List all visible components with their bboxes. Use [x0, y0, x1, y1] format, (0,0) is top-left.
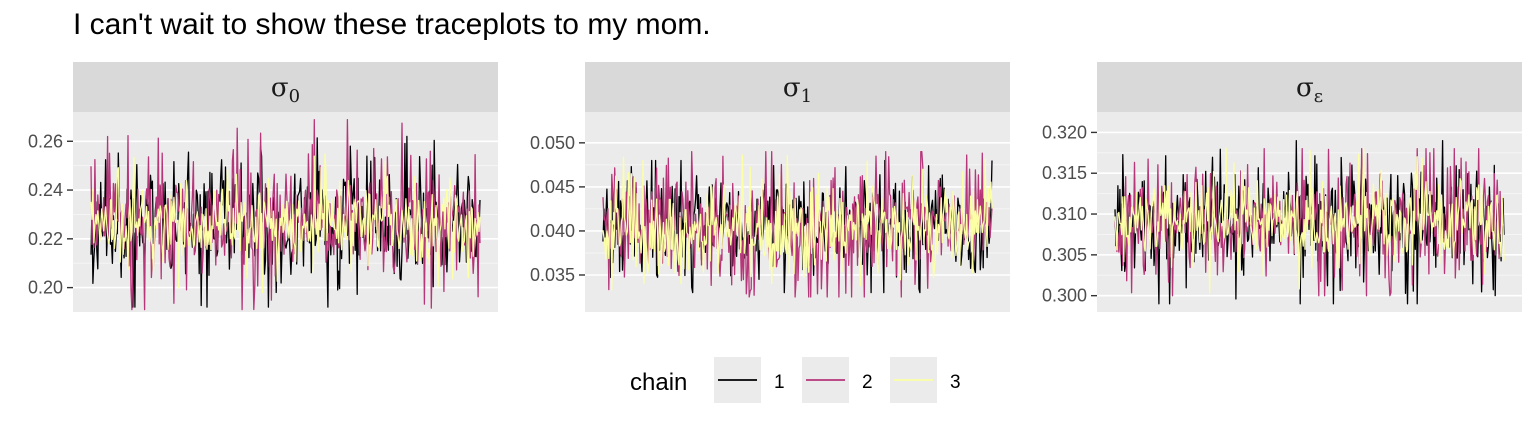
legend-title: chain: [630, 369, 687, 396]
legend-label: 3: [950, 372, 961, 393]
y-tick-label: 0.045: [530, 177, 575, 197]
y-tick-label: 0.305: [1042, 245, 1087, 265]
facet-strip: [73, 62, 498, 112]
y-tick-label: 0.315: [1042, 163, 1087, 183]
facet-strip-label: σε: [1296, 73, 1323, 107]
facet-panel-1: σ1 0.035 0.040 0.045 0.050: [530, 62, 1010, 312]
trace-chain-3: [1114, 147, 1505, 294]
chart-title: I can't wait to show these traceplots to…: [73, 8, 711, 41]
facet-strip: [1097, 62, 1522, 112]
y-tick-label: 0.310: [1042, 204, 1087, 224]
trace-chain-3: [602, 154, 993, 291]
y-tick-label: 0.040: [530, 221, 575, 241]
y-tick-label: 0.300: [1042, 286, 1087, 306]
facet-strip-label: σ0: [271, 73, 300, 107]
legend-label: 1: [774, 372, 785, 393]
legend-label: 2: [862, 372, 873, 393]
facet-strip-label: σ1: [783, 73, 812, 107]
y-tick-label: 0.050: [530, 133, 575, 153]
y-tick-label: 0.24: [28, 180, 63, 200]
trace-chain-2: [90, 118, 481, 311]
trace-chain-3: [90, 153, 481, 294]
y-tick-label: 0.320: [1042, 122, 1087, 142]
y-tick-label: 0.26: [28, 131, 63, 151]
legend: chain 1 2 3: [630, 357, 961, 403]
facet-panel-2: σε 0.300 0.305 0.310 0.315 0.320: [1042, 62, 1522, 312]
y-tick-label: 0.035: [530, 265, 575, 285]
y-tick-label: 0.22: [28, 229, 63, 249]
facet-strip: [585, 62, 1010, 112]
trace-chain-2: [602, 150, 993, 298]
facet-panel-0: σ0 0.20 0.22 0.24 0.26: [28, 62, 498, 312]
y-tick-label: 0.20: [28, 278, 63, 298]
